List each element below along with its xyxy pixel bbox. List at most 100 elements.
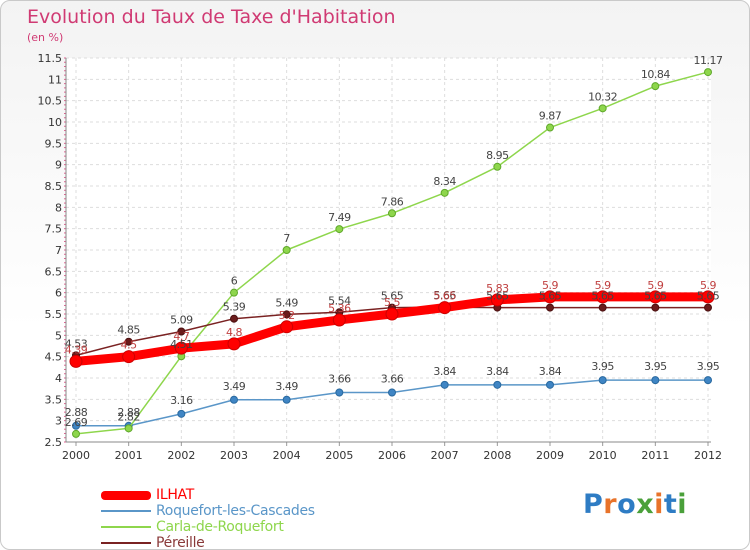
data-point-carla-de-roquefort	[282, 246, 291, 254]
data-label-pereille: 5.65	[486, 290, 509, 303]
data-point-ilhat	[438, 301, 452, 315]
data-label-roquefort-les-cascades: 3.95	[591, 360, 614, 373]
data-label-ilhat: 4.8	[226, 326, 242, 339]
data-point-pereille	[704, 303, 712, 312]
chart-title: Evolution du Taux de Taxe d'Habitation	[27, 6, 396, 28]
data-point-ilhat	[543, 290, 557, 304]
data-point-ilhat	[490, 293, 504, 307]
data-label-pereille: 5.65	[591, 290, 614, 303]
logo-letter: i	[654, 489, 664, 520]
data-label-roquefort-les-cascades: 3.16	[170, 394, 193, 407]
x-tick-label: 2007	[431, 449, 459, 462]
data-point-roquefort-les-cascades	[388, 388, 396, 397]
data-point-carla-de-roquefort	[72, 429, 80, 438]
data-label-carla-de-roquefort: 7.86	[381, 195, 404, 208]
y-tick-label: 11	[48, 73, 62, 86]
y-tick-label: 11.5	[38, 52, 63, 65]
data-label-roquefort-les-cascades: 3.49	[223, 380, 246, 393]
y-tick-label: 5	[55, 329, 62, 342]
x-tick-label: 2003	[220, 449, 248, 462]
data-label-roquefort-les-cascades: 3.66	[381, 373, 404, 386]
data-label-ilhat: 5.65	[433, 290, 456, 303]
data-point-roquefort-les-cascades	[704, 376, 712, 385]
data-point-carla-de-roquefort	[230, 288, 238, 297]
data-label-carla-de-roquefort: 8.34	[433, 175, 456, 188]
legend-item-ilhat: ILHAT	[101, 487, 431, 503]
logo-letter: o	[617, 489, 637, 520]
data-label-ilhat: 4.39	[65, 343, 88, 356]
x-tick-label: 2010	[589, 449, 617, 462]
data-point-pereille	[124, 337, 133, 346]
legend-swatch-roquefort-les-cascades	[101, 510, 151, 512]
data-label-roquefort-les-cascades: 3.95	[697, 360, 720, 373]
chart-subtitle: (en %)	[27, 31, 64, 44]
legend-item-pereille: Péreille	[101, 535, 431, 549]
y-tick-label: 10	[48, 116, 62, 129]
data-point-ilhat	[122, 350, 136, 364]
data-label-pereille: 5.09	[170, 313, 193, 326]
legend-item-roquefort-les-cascades: Roquefort-les-Cascades	[101, 503, 431, 519]
data-point-roquefort-les-cascades	[230, 395, 238, 404]
data-label-roquefort-les-cascades: 3.84	[433, 365, 456, 378]
data-point-carla-de-roquefort	[598, 104, 607, 113]
data-point-ilhat	[280, 320, 294, 334]
y-tick-label: 5.5	[45, 308, 63, 321]
data-label-roquefort-les-cascades: 3.95	[644, 360, 667, 373]
legend-swatch-pereille	[101, 542, 151, 544]
data-label-carla-de-roquefort: 10.32	[588, 90, 617, 103]
data-point-pereille	[282, 310, 291, 319]
data-label-pereille: 5.65	[644, 290, 667, 303]
data-point-pereille	[546, 303, 554, 312]
data-point-roquefort-les-cascades	[493, 380, 502, 389]
data-label-ilhat: 5.2	[279, 309, 295, 322]
logo-letter: t	[663, 489, 678, 520]
y-tick-label: 2.5	[45, 436, 63, 449]
data-label-carla-de-roquefort: 2.69	[65, 416, 88, 429]
x-tick-label: 2011	[641, 449, 669, 462]
x-tick-label: 2001	[115, 449, 143, 462]
y-tick-label: 8	[55, 201, 62, 214]
data-label-roquefort-les-cascades: 3.84	[486, 365, 509, 378]
y-tick-label: 6	[55, 287, 62, 300]
data-label-pereille: 5.65	[697, 290, 720, 303]
logo-letter: P	[583, 489, 604, 520]
data-label-pereille: 5.65	[539, 290, 562, 303]
data-label-roquefort-les-cascades: 3.66	[328, 373, 351, 386]
data-point-ilhat	[648, 290, 662, 304]
data-point-pereille	[598, 303, 607, 312]
data-label-pereille: 5.39	[223, 301, 246, 314]
data-point-roquefort-les-cascades	[440, 380, 449, 389]
data-point-carla-de-roquefort	[440, 188, 449, 197]
x-tick-label: 2009	[536, 449, 564, 462]
x-tick-label: 2012	[694, 449, 722, 462]
data-point-roquefort-les-cascades	[282, 395, 291, 404]
data-label-carla-de-roquefort: 10.84	[641, 68, 670, 81]
data-point-ilhat	[227, 337, 241, 351]
data-point-roquefort-les-cascades	[546, 380, 554, 389]
data-point-roquefort-les-cascades	[177, 409, 186, 418]
x-tick-label: 2004	[273, 449, 301, 462]
data-label-roquefort-les-cascades: 2.88	[65, 406, 88, 419]
data-point-roquefort-les-cascades	[598, 376, 607, 385]
data-point-ilhat	[332, 313, 346, 327]
y-tick-label: 6.5	[45, 265, 63, 278]
data-point-pereille	[177, 327, 186, 336]
data-label-carla-de-roquefort: 8.95	[486, 149, 509, 162]
data-point-pereille	[230, 314, 238, 323]
y-tick-label: 8.5	[45, 180, 63, 193]
data-point-carla-de-roquefort	[546, 123, 554, 132]
x-tick-label: 2002	[167, 449, 195, 462]
y-tick-label: 3.5	[45, 393, 63, 406]
data-label-ilhat: 5.9	[542, 279, 558, 292]
data-label-carla-de-roquefort: 11.17	[694, 54, 723, 67]
data-point-ilhat	[174, 341, 188, 355]
legend-label-ilhat: ILHAT	[156, 487, 194, 503]
y-tick-label: 10.5	[38, 95, 63, 108]
data-label-carla-de-roquefort: 9.87	[539, 110, 562, 123]
data-point-roquefort-les-cascades	[651, 376, 660, 385]
data-point-ilhat	[385, 307, 399, 321]
data-label-ilhat: 4.5	[121, 339, 137, 352]
data-label-ilhat: 5.9	[595, 279, 611, 292]
data-point-ilhat	[701, 290, 715, 304]
